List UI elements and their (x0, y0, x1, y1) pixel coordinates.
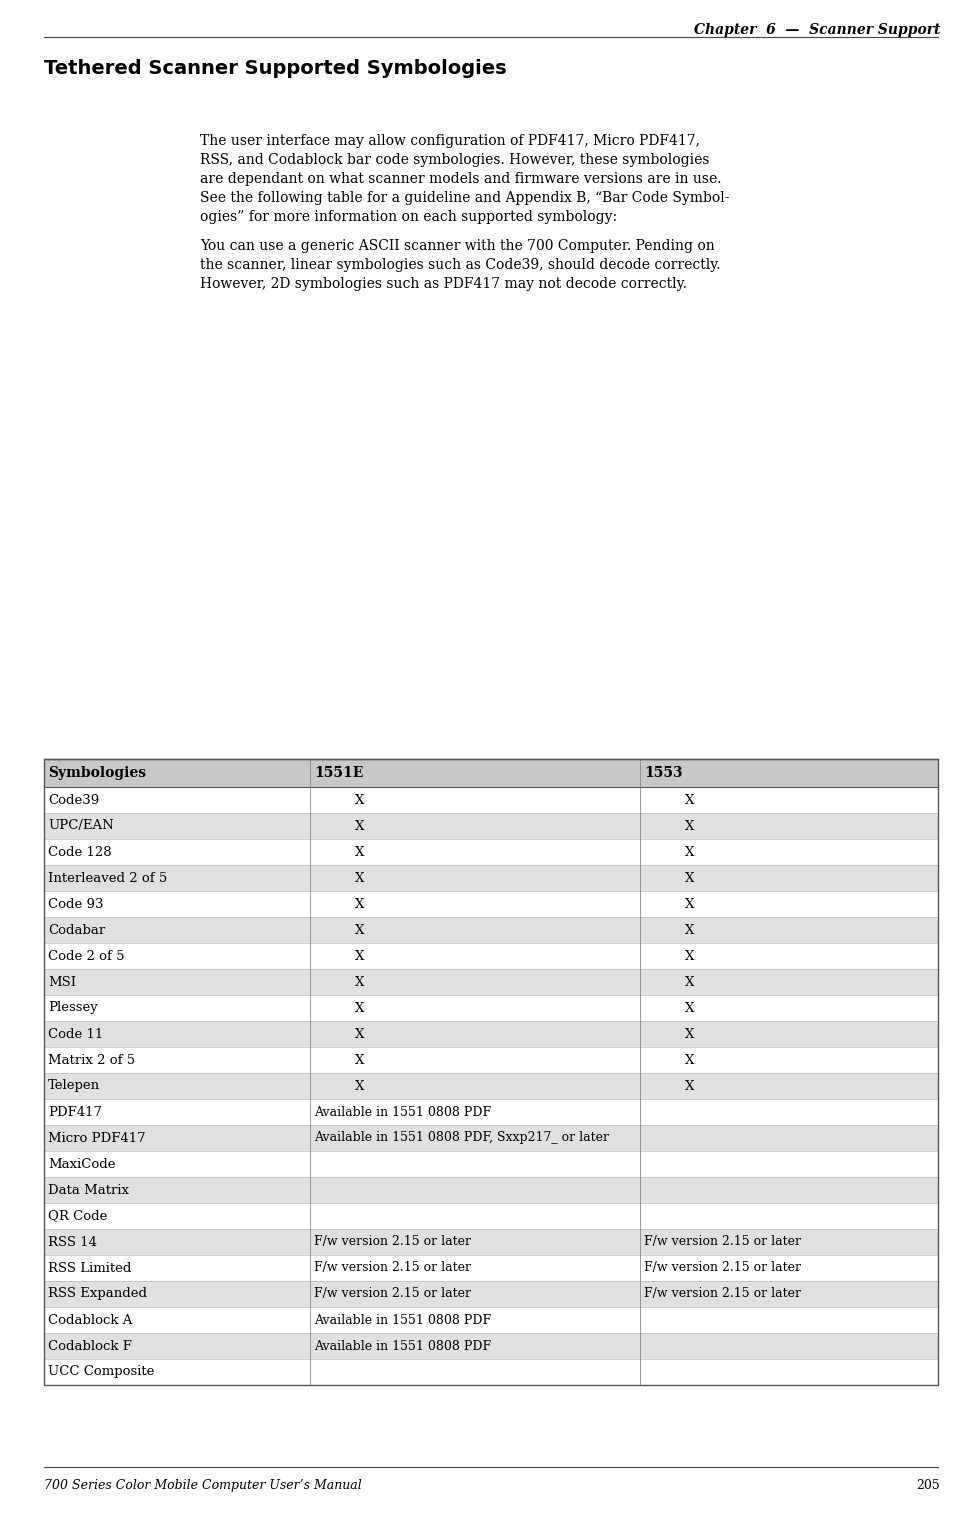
Text: X: X (685, 1080, 695, 1092)
Text: X: X (685, 898, 695, 910)
Text: X: X (685, 819, 695, 832)
Text: X: X (356, 1080, 364, 1092)
Text: Code39: Code39 (48, 793, 100, 807)
Text: Interleaved 2 of 5: Interleaved 2 of 5 (48, 872, 167, 884)
Text: X: X (356, 1001, 364, 1015)
Text: UPC/EAN: UPC/EAN (48, 819, 113, 832)
Bar (44, 1306, 938, 1334)
Text: Chapter  6  —  Scanner Support: Chapter 6 — Scanner Support (694, 23, 940, 36)
Bar (44, 760, 938, 1385)
Bar (44, 1281, 938, 1306)
Text: The user interface may allow configuration of PDF417, Micro PDF417,: The user interface may allow configurati… (200, 134, 700, 147)
Text: X: X (356, 898, 364, 910)
Text: Telepen: Telepen (48, 1080, 100, 1092)
Text: X: X (356, 819, 364, 832)
Text: F/w version 2.15 or later: F/w version 2.15 or later (314, 1261, 471, 1274)
Bar (44, 1100, 938, 1126)
Text: X: X (685, 1027, 695, 1041)
Text: PDF417: PDF417 (48, 1106, 102, 1118)
Text: Matrix 2 of 5: Matrix 2 of 5 (48, 1054, 135, 1066)
Bar (44, 1255, 938, 1281)
Text: X: X (685, 1054, 695, 1066)
Bar (44, 787, 938, 813)
Text: X: X (356, 1054, 364, 1066)
Text: X: X (356, 793, 364, 807)
Text: Codablock A: Codablock A (48, 1314, 132, 1326)
Text: X: X (356, 924, 364, 937)
Text: MSI: MSI (48, 975, 76, 989)
Text: RSS 14: RSS 14 (48, 1235, 97, 1249)
Text: Available in 1551 0808 PDF: Available in 1551 0808 PDF (314, 1340, 491, 1352)
Text: F/w version 2.15 or later: F/w version 2.15 or later (644, 1288, 801, 1300)
Text: Available in 1551 0808 PDF: Available in 1551 0808 PDF (314, 1314, 491, 1326)
Bar (44, 813, 938, 838)
Text: 1551E: 1551E (314, 766, 363, 779)
Text: ogies” for more information on each supported symbology:: ogies” for more information on each supp… (200, 210, 617, 223)
Text: Code 93: Code 93 (48, 898, 104, 910)
Text: UCC Composite: UCC Composite (48, 1366, 154, 1379)
Text: X: X (356, 846, 364, 858)
Text: X: X (685, 949, 695, 963)
Text: RSS Expanded: RSS Expanded (48, 1288, 147, 1300)
Bar (44, 1360, 938, 1385)
Text: X: X (356, 949, 364, 963)
Text: X: X (356, 975, 364, 989)
Text: X: X (356, 1027, 364, 1041)
Text: F/w version 2.15 or later: F/w version 2.15 or later (644, 1261, 801, 1274)
Text: Code 2 of 5: Code 2 of 5 (48, 949, 124, 963)
Text: Plessey: Plessey (48, 1001, 98, 1015)
Text: Codablock F: Codablock F (48, 1340, 132, 1352)
Bar (44, 1334, 938, 1360)
Text: X: X (685, 846, 695, 858)
Bar (44, 1021, 938, 1047)
Text: Code 128: Code 128 (48, 846, 111, 858)
Text: 700 Series Color Mobile Computer User’s Manual: 700 Series Color Mobile Computer User’s … (44, 1480, 361, 1492)
Bar (44, 1126, 938, 1151)
Bar (44, 917, 938, 943)
Text: Codabar: Codabar (48, 924, 106, 937)
Text: 205: 205 (916, 1480, 940, 1492)
Bar (44, 892, 938, 917)
Text: Available in 1551 0808 PDF: Available in 1551 0808 PDF (314, 1106, 491, 1118)
Bar (44, 1151, 938, 1177)
Text: QR Code: QR Code (48, 1209, 107, 1223)
Text: Code 11: Code 11 (48, 1027, 104, 1041)
Text: MaxiCode: MaxiCode (48, 1157, 115, 1171)
Text: X: X (685, 872, 695, 884)
Text: F/w version 2.15 or later: F/w version 2.15 or later (314, 1235, 471, 1249)
Text: Tethered Scanner Supported Symbologies: Tethered Scanner Supported Symbologies (44, 59, 507, 77)
Bar (44, 1047, 938, 1072)
Text: Data Matrix: Data Matrix (48, 1183, 129, 1197)
Text: X: X (356, 872, 364, 884)
Bar (44, 1177, 938, 1203)
Bar (44, 995, 938, 1021)
Bar (44, 1072, 938, 1100)
Text: RSS Limited: RSS Limited (48, 1261, 131, 1274)
Text: You can use a generic ASCII scanner with the 700 Computer. Pending on: You can use a generic ASCII scanner with… (200, 238, 715, 254)
Text: X: X (685, 1001, 695, 1015)
Bar (44, 760, 938, 787)
Text: Symbologies: Symbologies (48, 766, 147, 779)
Bar (44, 943, 938, 969)
Text: 1553: 1553 (644, 766, 683, 779)
Text: X: X (685, 975, 695, 989)
Bar (44, 1229, 938, 1255)
Text: F/w version 2.15 or later: F/w version 2.15 or later (644, 1235, 801, 1249)
Bar (44, 1203, 938, 1229)
Bar (44, 864, 938, 892)
Text: the scanner, linear symbologies such as Code39, should decode correctly.: the scanner, linear symbologies such as … (200, 258, 720, 272)
Bar (44, 838, 938, 864)
Text: However, 2D symbologies such as PDF417 may not decode correctly.: However, 2D symbologies such as PDF417 m… (200, 276, 687, 292)
Text: RSS, and Codablock bar code symbologies. However, these symbologies: RSS, and Codablock bar code symbologies.… (200, 153, 709, 167)
Text: X: X (685, 793, 695, 807)
Text: F/w version 2.15 or later: F/w version 2.15 or later (314, 1288, 471, 1300)
Text: See the following table for a guideline and Appendix B, “Bar Code Symbol-: See the following table for a guideline … (200, 191, 730, 205)
Text: Micro PDF417: Micro PDF417 (48, 1132, 146, 1144)
Text: are dependant on what scanner models and firmware versions are in use.: are dependant on what scanner models and… (200, 172, 721, 185)
Text: Available in 1551 0808 PDF, Sxxp217_ or later: Available in 1551 0808 PDF, Sxxp217_ or … (314, 1132, 609, 1144)
Bar (44, 969, 938, 995)
Text: X: X (685, 924, 695, 937)
